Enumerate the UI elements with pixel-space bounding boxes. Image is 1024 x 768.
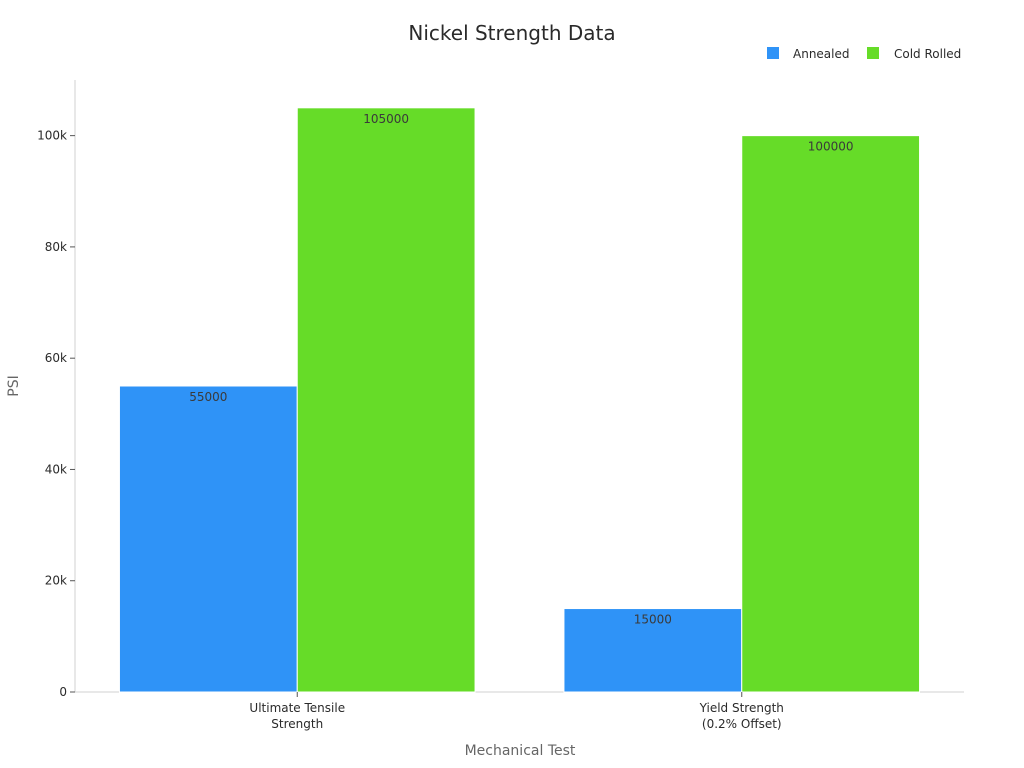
y-tick-label: 0	[59, 685, 67, 699]
x-tick-label: Ultimate Tensile	[249, 701, 345, 715]
legend-swatch-annealed	[767, 47, 779, 59]
y-axis-label: PSI	[6, 375, 22, 396]
bar-value-label: 55000	[189, 390, 227, 404]
legend-swatch-cold-rolled	[867, 47, 879, 59]
bar-labels: 55000 105000 15000 100000	[189, 112, 853, 627]
x-tick-label: (0.2% Offset)	[702, 717, 782, 731]
y-tick-label: 40k	[45, 462, 67, 476]
x-axis-label: Mechanical Test	[465, 743, 576, 759]
y-tick-label: 100k	[37, 129, 67, 143]
legend-label-annealed: Annealed	[793, 47, 850, 61]
y-tick-label: 20k	[45, 574, 67, 588]
y-tick-label: 80k	[45, 240, 67, 254]
legend: Annealed Cold Rolled	[767, 47, 961, 61]
bar-annealed	[563, 608, 743, 693]
bar-value-label: 105000	[363, 112, 409, 126]
x-ticks: Ultimate Tensile Strength Yield Strength (0…	[249, 692, 784, 731]
bar-value-label: 15000	[634, 613, 672, 627]
bars	[118, 107, 921, 693]
bar-value-label: 100000	[808, 140, 854, 154]
x-tick-label: Yield Strength	[699, 701, 784, 715]
bar-cold-rolled	[741, 135, 921, 693]
y-tick-label: 60k	[45, 351, 67, 365]
bar-cold-rolled	[296, 107, 476, 693]
legend-label-cold-rolled: Cold Rolled	[894, 47, 961, 61]
y-ticks: 0 20k 40k 60k 80k 100k	[37, 129, 75, 699]
x-tick-label: Strength	[271, 717, 323, 731]
bar-annealed	[118, 385, 298, 693]
chart-title: Nickel Strength Data	[408, 21, 615, 45]
